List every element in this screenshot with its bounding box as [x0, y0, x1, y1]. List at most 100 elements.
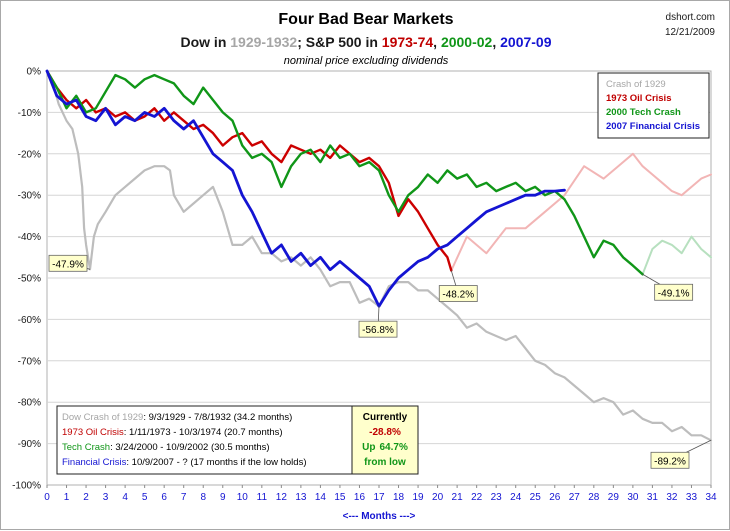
legend-entry: Crash of 1929: [606, 79, 666, 90]
series-line-4: [45, 69, 566, 308]
callout-text: -89.2%: [654, 456, 686, 467]
x-tick-label: 6: [161, 492, 167, 503]
x-tick-label: 9: [220, 492, 226, 503]
x-tick-label: 12: [276, 492, 288, 503]
legend: Crash of 1929 1973 Oil Crisis 2000 Tech Cr…: [597, 72, 710, 139]
legend-entry: 2000 Tech Crash: [606, 107, 681, 118]
callout-box: [650, 451, 690, 469]
info-line: Financial Crisis: 10/9/2007 - ? (17 mont…: [62, 457, 306, 468]
subtitle-part: ,: [433, 34, 441, 50]
x-tick-label: 2: [83, 492, 89, 503]
y-tick-label: -50%: [18, 274, 41, 285]
x-tick-label: 11: [257, 492, 268, 503]
y-tick-label: -40%: [18, 232, 41, 243]
x-tick-label: 24: [510, 492, 522, 503]
y-tick-label: -100%: [12, 481, 41, 492]
info-line: Tech Crash: 3/24/2000 - 10/9/2002 (30.5 …: [62, 442, 270, 453]
x-tick-label: 18: [393, 492, 405, 503]
callout-box: [48, 254, 88, 272]
y-tick-label: -20%: [18, 149, 41, 160]
subtitle-part: ; S&P 500 in: [297, 34, 382, 50]
x-tick-label: 13: [295, 492, 307, 503]
x-tick-label: 4: [122, 492, 128, 503]
series-line-1: [45, 69, 713, 442]
x-tick-label: 29: [608, 492, 620, 503]
subtitle-part: 2007-09: [500, 34, 552, 50]
callout-label: -89.2%: [650, 439, 712, 469]
x-tick-label: 19: [412, 492, 424, 503]
x-tick-label: 17: [373, 492, 385, 503]
y-tick-label: 0%: [27, 67, 42, 78]
x-tick-label: 5: [142, 492, 148, 503]
info-line-head: Dow Crash of 1929: [62, 412, 143, 423]
x-tick-label: 21: [452, 492, 464, 503]
subtitle-part: 1929-1932: [230, 34, 297, 50]
subtitle-part: ,: [492, 34, 500, 50]
x-tick-label: 33: [686, 492, 698, 503]
x-tick-label: 32: [666, 492, 678, 503]
series-line-2: [45, 69, 453, 272]
x-tick-label: 27: [569, 492, 581, 503]
callout-text: -48.2%: [442, 290, 474, 301]
series-line-5: [450, 152, 712, 272]
y-tick-label: -90%: [18, 439, 41, 450]
legend-box: [597, 72, 710, 139]
x-tick-label: 28: [588, 492, 600, 503]
x-tick-label: 25: [530, 492, 542, 503]
y-tick-label: -30%: [18, 191, 41, 202]
info-line-head: 1973 Oil Crisis: [62, 427, 124, 438]
chart-note: nominal price excluding dividends: [284, 55, 449, 67]
info-line-head: Tech Crash: [62, 442, 110, 453]
y-tick-label: -60%: [18, 315, 41, 326]
chart-subtitle: Dow in 1929-1932; S&P 500 in 1973-74, 20…: [180, 34, 551, 50]
status-up: Up 64.7%: [362, 442, 408, 453]
x-tick-label: 30: [627, 492, 639, 503]
x-tick-label: 10: [237, 492, 249, 503]
source-label: dshort.com: [666, 12, 715, 23]
x-tick-label: 1: [64, 492, 70, 503]
series-line-6: [641, 235, 712, 276]
status-current-value: -28.8%: [369, 427, 401, 438]
x-tick-label: 7: [181, 492, 187, 503]
y-tick-label: -10%: [18, 108, 41, 119]
status-box: Currently -28.8% Up 64.7% from low: [351, 405, 419, 475]
x-tick-label: 0: [44, 492, 50, 503]
callout-label: -48.2%: [438, 270, 478, 302]
info-line-detail: : 10/9/2007 - ? (17 months if the low ho…: [126, 457, 306, 468]
x-tick-label: 20: [432, 492, 444, 503]
info-box: Dow Crash of 1929: 9/3/1929 - 7/8/1932 (…: [56, 405, 354, 475]
subtitle-part: 2000-02: [441, 34, 493, 50]
x-axis-label: <--- Months --->: [343, 511, 416, 522]
legend-entry: 2007 Financial Crisis: [606, 121, 700, 132]
info-line-detail: : 9/3/1929 - 7/8/1932 (34.2 months): [143, 412, 292, 423]
callout-label: -49.1%: [642, 273, 694, 301]
x-tick-label: 14: [315, 492, 327, 503]
subtitle-part: Dow in: [180, 34, 230, 50]
x-tick-label: 15: [334, 492, 346, 503]
info-line-detail: : 1/11/1973 - 10/3/1974 (20.7 months): [124, 427, 283, 438]
status-title: Currently: [363, 412, 408, 423]
legend-entry: 1973 Oil Crisis: [606, 93, 671, 104]
status-box-frame: [351, 405, 419, 475]
subtitle-part: 1973-74: [382, 34, 434, 50]
x-tick-label: 31: [647, 492, 659, 503]
series-line-3: [45, 69, 644, 276]
x-tick-label: 8: [200, 492, 206, 503]
status-footer: from low: [364, 457, 406, 468]
y-tick-label: -80%: [18, 398, 41, 409]
info-line-detail: : 3/24/2000 - 10/9/2002 (30.5 months): [110, 442, 270, 453]
x-tick-label: 3: [103, 492, 109, 503]
callout-label: -56.8%: [358, 306, 398, 338]
x-tick-label: 34: [705, 492, 717, 503]
date-label: 12/21/2009: [665, 27, 715, 38]
callout-box: [654, 283, 694, 301]
callout-text: -56.8%: [362, 325, 394, 336]
callout-label: -47.9%: [48, 254, 91, 272]
info-line-head: Financial Crisis: [62, 457, 127, 468]
x-tick-label: 23: [491, 492, 503, 503]
info-line: Dow Crash of 1929: 9/3/1929 - 7/8/1932 (…: [62, 412, 292, 423]
callout-text: -47.9%: [52, 259, 84, 270]
x-tick-label: 22: [471, 492, 483, 503]
